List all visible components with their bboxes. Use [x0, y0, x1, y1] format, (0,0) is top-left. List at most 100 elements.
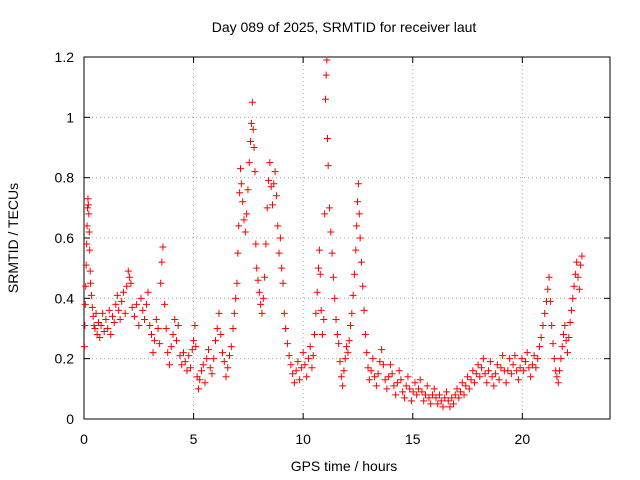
data-point — [250, 144, 258, 151]
data-point — [365, 376, 373, 384]
data-point — [371, 373, 379, 381]
x-axis-label: GPS time / hours — [291, 458, 398, 474]
y-tick-label: 1.2 — [55, 49, 75, 65]
data-point — [86, 246, 94, 254]
data-point — [563, 349, 571, 357]
data-point — [372, 382, 380, 390]
data-point — [239, 198, 247, 206]
data-point — [268, 201, 276, 209]
data-point — [203, 355, 211, 363]
data-point — [393, 379, 401, 387]
data-point — [149, 349, 157, 357]
data-point — [247, 137, 255, 145]
grid — [84, 57, 610, 419]
data-point — [244, 186, 252, 194]
data-point — [425, 394, 433, 402]
y-tick-label: 0.4 — [55, 290, 75, 306]
data-point — [578, 252, 586, 260]
data-point — [574, 273, 582, 281]
data-point — [525, 364, 533, 372]
data-point — [162, 325, 170, 332]
data-point — [219, 349, 227, 357]
data-point — [458, 379, 466, 387]
data-point — [272, 192, 280, 200]
data-point — [275, 249, 283, 257]
data-point — [240, 216, 248, 224]
data-point — [159, 243, 167, 251]
data-point — [511, 352, 519, 360]
data-point — [374, 370, 382, 378]
data-point — [133, 300, 141, 308]
data-point — [283, 340, 291, 348]
data-point — [99, 309, 107, 317]
data-point — [506, 355, 514, 363]
data-point — [140, 315, 148, 323]
data-point — [323, 56, 331, 64]
data-point — [187, 364, 195, 372]
data-point — [87, 291, 95, 299]
data-point — [537, 334, 545, 342]
data-point — [247, 119, 255, 127]
data-point — [462, 382, 470, 390]
data-point — [306, 343, 314, 351]
data-point — [96, 334, 104, 342]
data-point — [301, 361, 309, 369]
data-point — [530, 352, 538, 360]
data-point — [513, 367, 521, 375]
data-point — [446, 403, 454, 411]
data-point — [194, 385, 202, 393]
data-point — [395, 367, 403, 375]
data-point — [369, 355, 377, 363]
data-point — [164, 349, 172, 357]
data-point — [252, 240, 260, 248]
data-point — [254, 276, 262, 284]
data-point — [313, 288, 321, 296]
data-point — [557, 355, 565, 363]
data-point — [123, 282, 131, 290]
data-point — [550, 355, 558, 363]
data-point — [88, 303, 96, 311]
data-point — [151, 337, 159, 345]
data-point — [115, 306, 123, 314]
data-point — [546, 297, 554, 305]
data-point — [82, 282, 90, 290]
data-point — [116, 315, 124, 323]
data-point — [407, 397, 415, 405]
data-point — [91, 325, 99, 332]
data-point — [534, 355, 542, 363]
x-tick-label: 5 — [190, 431, 198, 447]
data-point — [444, 397, 452, 405]
x-tick-labels: 0 5 10 15 20 — [80, 431, 530, 447]
data-point — [332, 315, 340, 323]
data-point — [421, 391, 429, 399]
data-point — [124, 267, 132, 275]
data-point — [483, 379, 491, 387]
data-point — [363, 349, 371, 357]
data-point — [174, 321, 182, 329]
data-point — [481, 370, 489, 378]
data-point — [474, 361, 482, 369]
data-point — [119, 288, 127, 296]
data-point — [527, 373, 535, 381]
data-point — [404, 373, 412, 381]
data-point — [535, 343, 543, 351]
data-point — [201, 379, 209, 387]
data-point — [86, 267, 94, 275]
data-point — [367, 367, 375, 375]
data-point — [135, 321, 143, 329]
data-point — [523, 349, 531, 357]
data-point — [516, 364, 524, 372]
data-point — [185, 352, 193, 360]
y-tick-label: 0.8 — [55, 170, 75, 186]
data-point — [81, 321, 89, 329]
data-point — [84, 201, 92, 209]
data-point — [495, 376, 503, 384]
data-point — [321, 210, 329, 218]
data-point — [437, 397, 445, 405]
data-point — [575, 285, 583, 293]
data-point — [84, 204, 92, 212]
data-point — [356, 234, 364, 242]
data-point — [235, 222, 243, 230]
data-point — [406, 385, 414, 393]
